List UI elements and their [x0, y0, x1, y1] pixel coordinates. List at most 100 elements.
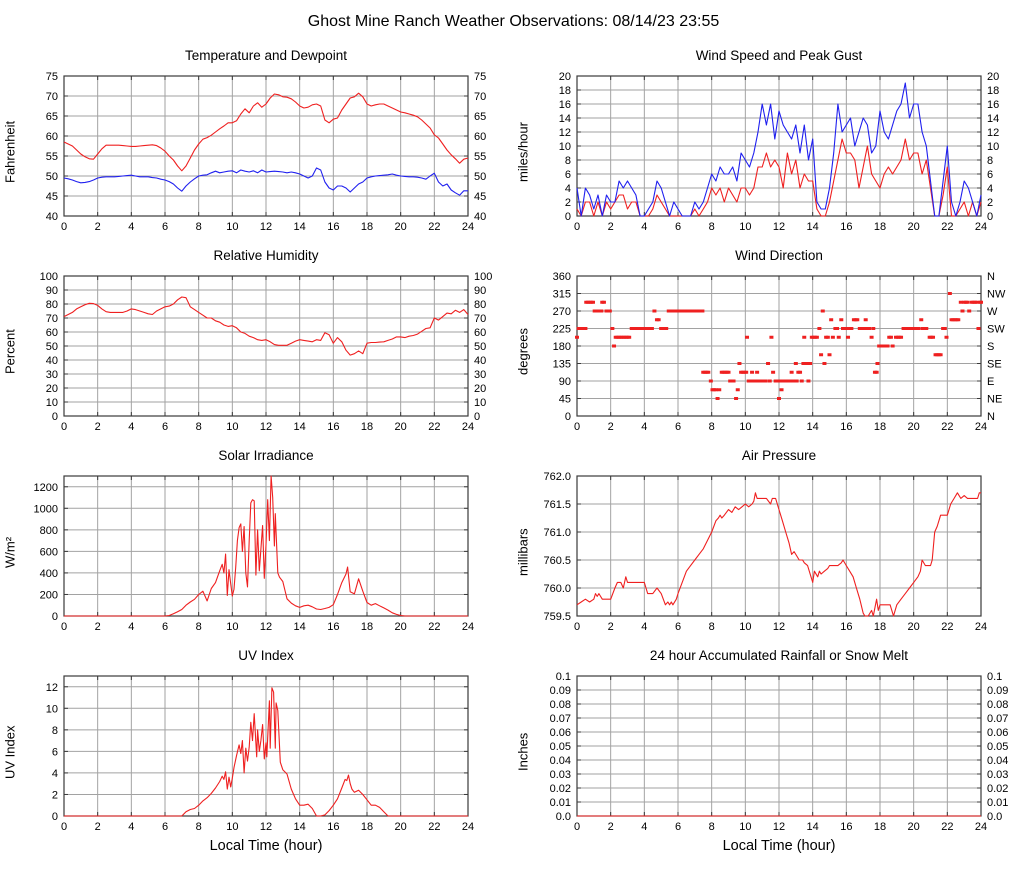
svg-text:10: 10 [46, 703, 58, 715]
svg-text:14: 14 [294, 221, 306, 233]
svg-text:360: 360 [553, 271, 571, 283]
svg-text:2: 2 [95, 421, 101, 433]
svg-text:18: 18 [559, 85, 571, 97]
svg-text:8: 8 [709, 221, 715, 233]
svg-text:760.0: 760.0 [543, 583, 571, 595]
svg-text:6: 6 [675, 221, 681, 233]
svg-text:24: 24 [975, 821, 987, 833]
svg-text:12: 12 [260, 221, 272, 233]
svg-text:759.5: 759.5 [543, 611, 571, 623]
svg-text:10: 10 [474, 397, 486, 409]
y-axis-label: Percent [2, 329, 18, 375]
svg-text:6: 6 [162, 621, 168, 633]
svg-text:24: 24 [975, 621, 987, 633]
svg-text:0.07: 0.07 [550, 713, 571, 725]
svg-text:24: 24 [462, 621, 474, 633]
svg-text:90: 90 [46, 285, 58, 297]
svg-text:16: 16 [327, 421, 339, 433]
svg-text:761.5: 761.5 [543, 499, 571, 511]
svg-text:16: 16 [327, 821, 339, 833]
svg-text:315: 315 [553, 289, 571, 301]
svg-text:4: 4 [641, 621, 647, 633]
svg-text:14: 14 [807, 621, 819, 633]
svg-text:10: 10 [226, 621, 238, 633]
svg-text:22: 22 [428, 421, 440, 433]
wind-speed-gust-plot: 0 2 4 6 8 10 12 14 16 18 20 22 240246810121416182002… [559, 71, 1000, 233]
svg-text:10: 10 [226, 821, 238, 833]
svg-text:10: 10 [226, 421, 238, 433]
svg-text:0.09: 0.09 [987, 685, 1008, 697]
svg-text:4: 4 [128, 821, 134, 833]
svg-text:2: 2 [565, 197, 571, 209]
svg-text:10: 10 [987, 141, 999, 153]
svg-text:20: 20 [474, 383, 486, 395]
svg-text:20: 20 [908, 221, 920, 233]
chart-title: UV Index [238, 648, 294, 663]
svg-text:0: 0 [565, 411, 571, 423]
svg-text:22: 22 [941, 621, 953, 633]
svg-text:16: 16 [559, 99, 571, 111]
rainfall-chart: 24 hour Accumulated Rainfall or Snow Mel… [513, 644, 1027, 869]
svg-text:90: 90 [559, 376, 571, 388]
chart-title: Air Pressure [741, 448, 817, 463]
svg-text:0.1: 0.1 [987, 671, 1002, 683]
svg-text:100: 100 [474, 271, 492, 283]
x-axis-label: Local Time (hour) [209, 838, 323, 854]
svg-text:0: 0 [52, 811, 58, 823]
y-axis-label: millibars [515, 528, 531, 576]
svg-text:55: 55 [474, 151, 486, 163]
svg-text:70: 70 [46, 313, 58, 325]
svg-text:2: 2 [608, 421, 614, 433]
svg-text:12: 12 [773, 421, 785, 433]
svg-text:0.0: 0.0 [556, 811, 571, 823]
svg-text:60: 60 [46, 327, 58, 339]
svg-text:0.02: 0.02 [987, 783, 1008, 795]
svg-text:400: 400 [40, 568, 58, 580]
svg-text:50: 50 [46, 341, 58, 353]
svg-text:0.08: 0.08 [550, 699, 571, 711]
svg-text:20: 20 [559, 71, 571, 83]
air-pressure-plot: 0 2 4 6 8 10 12 14 16 18 20 22 24759.5760.0760.5761.… [543, 471, 987, 633]
svg-text:1000: 1000 [34, 503, 58, 515]
svg-text:200: 200 [40, 589, 58, 601]
svg-text:6: 6 [565, 169, 571, 181]
svg-text:20: 20 [908, 421, 920, 433]
svg-text:4: 4 [128, 621, 134, 633]
svg-text:0: 0 [61, 421, 67, 433]
svg-text:0.07: 0.07 [987, 713, 1008, 725]
svg-text:0.01: 0.01 [550, 797, 571, 809]
svg-text:8: 8 [709, 821, 715, 833]
svg-text:6: 6 [162, 421, 168, 433]
svg-text:70: 70 [474, 313, 486, 325]
svg-text:8: 8 [196, 621, 202, 633]
svg-text:SE: SE [987, 359, 1002, 371]
svg-text:45: 45 [474, 191, 486, 203]
svg-text:0.03: 0.03 [550, 769, 571, 781]
svg-text:14: 14 [294, 821, 306, 833]
svg-text:40: 40 [474, 211, 486, 223]
svg-text:0: 0 [987, 211, 993, 223]
svg-text:24: 24 [462, 821, 474, 833]
svg-text:4: 4 [565, 183, 571, 195]
svg-text:12: 12 [773, 221, 785, 233]
svg-text:20: 20 [395, 421, 407, 433]
svg-text:50: 50 [474, 171, 486, 183]
svg-text:24: 24 [462, 421, 474, 433]
y-axis-label: degrees [515, 328, 531, 376]
svg-text:0: 0 [474, 411, 480, 423]
svg-text:4: 4 [641, 421, 647, 433]
svg-text:0.05: 0.05 [987, 741, 1008, 753]
svg-text:65: 65 [46, 111, 58, 123]
svg-text:0.05: 0.05 [550, 741, 571, 753]
svg-text:22: 22 [428, 221, 440, 233]
chart-title: Relative Humidity [213, 248, 319, 263]
svg-text:0: 0 [52, 611, 58, 623]
svg-text:180: 180 [553, 341, 571, 353]
wind-direction-plot: 0 2 4 6 8 10 12 14 16 18 20 22 240459013518022527031… [553, 271, 1006, 433]
svg-text:30: 30 [474, 369, 486, 381]
svg-text:12: 12 [260, 821, 272, 833]
svg-text:45: 45 [46, 191, 58, 203]
svg-text:6: 6 [987, 169, 993, 181]
svg-text:18: 18 [987, 85, 999, 97]
